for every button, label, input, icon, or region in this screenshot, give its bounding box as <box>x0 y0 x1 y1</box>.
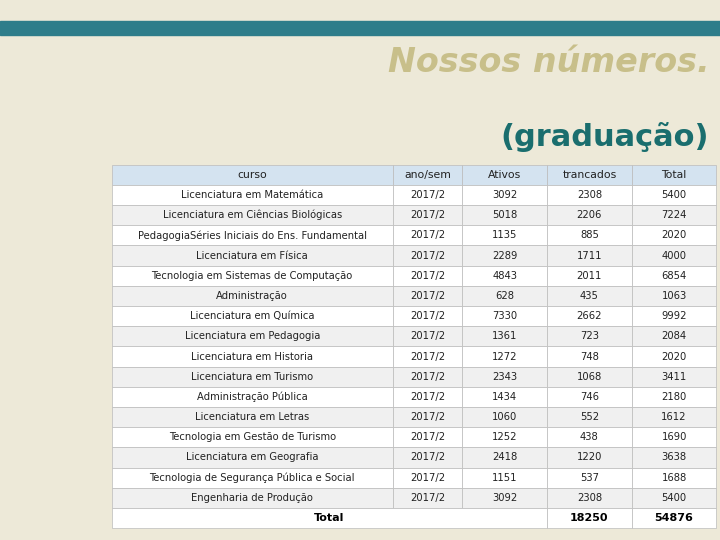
Text: 537: 537 <box>580 472 599 483</box>
Text: 1690: 1690 <box>662 432 687 442</box>
Text: 2017/2: 2017/2 <box>410 412 445 422</box>
Text: Nossos números.: Nossos números. <box>387 46 709 79</box>
Text: 1151: 1151 <box>492 472 518 483</box>
Text: ano/sem: ano/sem <box>404 170 451 180</box>
Text: Tecnologia em Gestão de Turismo: Tecnologia em Gestão de Turismo <box>168 432 336 442</box>
Text: Licenciatura em Pedagogia: Licenciatura em Pedagogia <box>184 332 320 341</box>
Text: 1135: 1135 <box>492 231 518 240</box>
Text: 1252: 1252 <box>492 432 518 442</box>
Text: 4000: 4000 <box>662 251 687 261</box>
Text: 2662: 2662 <box>577 311 602 321</box>
Text: 2017/2: 2017/2 <box>410 271 445 281</box>
Text: 2017/2: 2017/2 <box>410 190 445 200</box>
Text: 2017/2: 2017/2 <box>410 251 445 261</box>
Text: Licenciatura em Turismo: Licenciatura em Turismo <box>191 372 313 382</box>
Text: 2017/2: 2017/2 <box>410 210 445 220</box>
Text: 1272: 1272 <box>492 352 518 361</box>
Text: Tecnologia em Sistemas de Computação: Tecnologia em Sistemas de Computação <box>152 271 353 281</box>
Text: 746: 746 <box>580 392 599 402</box>
Text: 4843: 4843 <box>492 271 517 281</box>
Text: Administração Pública: Administração Pública <box>197 392 307 402</box>
Text: 2017/2: 2017/2 <box>410 332 445 341</box>
Text: 552: 552 <box>580 412 599 422</box>
Text: Licenciatura em Geografia: Licenciatura em Geografia <box>186 453 318 462</box>
Text: 2017/2: 2017/2 <box>410 392 445 402</box>
Text: Administração: Administração <box>216 291 288 301</box>
Text: 628: 628 <box>495 291 514 301</box>
Text: 1060: 1060 <box>492 412 518 422</box>
Text: 2084: 2084 <box>662 332 687 341</box>
Text: 2017/2: 2017/2 <box>410 453 445 462</box>
Text: 54876: 54876 <box>654 513 693 523</box>
Text: 6854: 6854 <box>662 271 687 281</box>
Text: Licenciatura em Ciências Biológicas: Licenciatura em Ciências Biológicas <box>163 210 342 220</box>
Text: 5400: 5400 <box>662 190 687 200</box>
Text: 1688: 1688 <box>662 472 687 483</box>
Text: 2289: 2289 <box>492 251 518 261</box>
Text: Licenciatura em Física: Licenciatura em Física <box>197 251 308 261</box>
Text: 723: 723 <box>580 332 599 341</box>
Text: 1612: 1612 <box>661 412 687 422</box>
Text: 438: 438 <box>580 432 599 442</box>
Text: 885: 885 <box>580 231 599 240</box>
Text: 1068: 1068 <box>577 372 602 382</box>
Text: PedagogiaSéries Iniciais do Ens. Fundamental: PedagogiaSéries Iniciais do Ens. Fundame… <box>138 230 366 241</box>
Text: trancados: trancados <box>562 170 616 180</box>
Text: 5018: 5018 <box>492 210 518 220</box>
Text: 2020: 2020 <box>662 352 687 361</box>
Text: 2017/2: 2017/2 <box>410 231 445 240</box>
Text: 3092: 3092 <box>492 190 518 200</box>
Text: 3638: 3638 <box>662 453 687 462</box>
Text: 3411: 3411 <box>662 372 687 382</box>
Text: 7224: 7224 <box>662 210 687 220</box>
Text: 1063: 1063 <box>662 291 687 301</box>
Text: 2180: 2180 <box>662 392 687 402</box>
Text: 2418: 2418 <box>492 453 518 462</box>
Text: 2017/2: 2017/2 <box>410 472 445 483</box>
Text: Tecnologia de Segurança Pública e Social: Tecnologia de Segurança Pública e Social <box>150 472 355 483</box>
Text: 9992: 9992 <box>661 311 687 321</box>
Text: Licenciatura em Matemática: Licenciatura em Matemática <box>181 190 323 200</box>
Text: Engenharia de Produção: Engenharia de Produção <box>192 493 313 503</box>
Text: 2017/2: 2017/2 <box>410 432 445 442</box>
Text: 748: 748 <box>580 352 599 361</box>
Text: Licenciatura em Química: Licenciatura em Química <box>190 311 315 321</box>
Text: 5400: 5400 <box>662 493 687 503</box>
Text: 2017/2: 2017/2 <box>410 493 445 503</box>
Text: Licenciatura em Historia: Licenciatura em Historia <box>192 352 313 361</box>
Text: 1361: 1361 <box>492 332 518 341</box>
Text: 2343: 2343 <box>492 372 517 382</box>
Text: 2011: 2011 <box>577 271 602 281</box>
Text: Total: Total <box>314 513 344 523</box>
Text: 2308: 2308 <box>577 190 602 200</box>
Text: Total: Total <box>662 170 687 180</box>
Text: 18250: 18250 <box>570 513 608 523</box>
Text: 1220: 1220 <box>577 453 602 462</box>
Text: (graduação): (graduação) <box>500 122 709 152</box>
Text: 2020: 2020 <box>662 231 687 240</box>
Text: 1711: 1711 <box>577 251 602 261</box>
Text: Ativos: Ativos <box>488 170 521 180</box>
Text: 2308: 2308 <box>577 493 602 503</box>
Text: 2017/2: 2017/2 <box>410 311 445 321</box>
Text: 2017/2: 2017/2 <box>410 352 445 361</box>
Text: 7330: 7330 <box>492 311 517 321</box>
Text: Licenciatura em Letras: Licenciatura em Letras <box>195 412 310 422</box>
Text: 2206: 2206 <box>577 210 602 220</box>
Text: curso: curso <box>238 170 267 180</box>
Text: 2017/2: 2017/2 <box>410 372 445 382</box>
Text: 1434: 1434 <box>492 392 517 402</box>
Text: 3092: 3092 <box>492 493 518 503</box>
Text: 2017/2: 2017/2 <box>410 291 445 301</box>
Text: 435: 435 <box>580 291 599 301</box>
